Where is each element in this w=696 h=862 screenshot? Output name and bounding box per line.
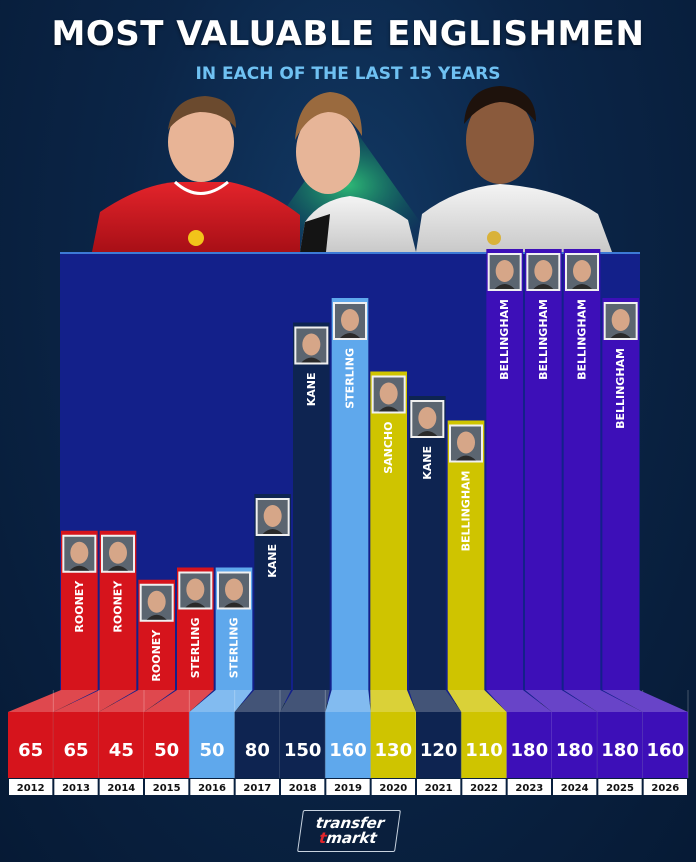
player-name-label: SANCHO xyxy=(382,422,395,474)
player-name-label: KANE xyxy=(421,446,434,480)
value-bases-layer: 65 65 45 50 50 80 150 160 130 120 110 180 180 180 160 xyxy=(8,690,689,778)
value-label: 50 xyxy=(199,740,224,761)
player-illustration-rooney xyxy=(92,96,300,252)
bars-layer: ROONEY ROONEY ROONEY STERLING STERLING KANE KA… xyxy=(61,249,639,690)
year-label: 2017 xyxy=(243,783,271,794)
value-label: 65 xyxy=(18,740,43,761)
player-name-label: STERLING xyxy=(228,618,241,679)
year-label: 2012 xyxy=(17,783,45,794)
bar-2022 xyxy=(447,420,485,690)
year-label: 2015 xyxy=(153,783,181,794)
year-label: 2016 xyxy=(198,783,226,794)
player-illustration-kane xyxy=(295,92,416,252)
year-label: 2023 xyxy=(515,783,543,794)
bar-2024 xyxy=(525,249,562,690)
player-name-label: KANE xyxy=(305,373,318,407)
player-name-label: ROONEY xyxy=(112,580,125,633)
player-name-label: BELLINGHAM xyxy=(537,299,550,380)
value-label: 65 xyxy=(63,740,88,761)
player-name-label: ROONEY xyxy=(150,629,163,682)
bar-2026 xyxy=(602,298,639,690)
value-label: 130 xyxy=(375,740,413,761)
value-label: 45 xyxy=(109,740,134,761)
player-name-label: STERLING xyxy=(189,618,202,679)
bar-2018 xyxy=(293,322,330,690)
player-name-label: BELLINGHAM xyxy=(498,299,511,380)
player-name-label: ROONEY xyxy=(73,580,86,633)
year-label: 2025 xyxy=(606,783,634,794)
bar-2023 xyxy=(486,249,523,690)
year-label: 2022 xyxy=(470,783,498,794)
year-label: 2021 xyxy=(425,783,453,794)
player-name-label: BELLINGHAM xyxy=(576,299,589,380)
value-label: 50 xyxy=(154,740,179,761)
year-label: 2020 xyxy=(379,783,407,794)
value-label: 80 xyxy=(245,740,270,761)
bar-2020 xyxy=(370,371,407,690)
player-name-label: STERLING xyxy=(344,348,357,409)
value-label: 180 xyxy=(601,740,639,761)
value-label: 180 xyxy=(556,740,594,761)
bar-2025 xyxy=(563,249,601,690)
year-label: 2026 xyxy=(651,783,679,794)
year-label: 2024 xyxy=(561,783,589,794)
chart-subtitle: IN EACH OF THE LAST 15 YEARS xyxy=(195,64,501,84)
value-label: 180 xyxy=(511,740,549,761)
year-label: 2018 xyxy=(289,783,317,794)
year-labels-layer: 2012 2013 2014 2015 2016 2017 2018 2019 2020 2021… xyxy=(9,779,687,795)
bar-2021 xyxy=(409,396,446,690)
year-label: 2019 xyxy=(334,783,362,794)
player-illustration-bellingham xyxy=(416,86,612,252)
logo-line2: markt xyxy=(325,829,379,847)
year-label: 2013 xyxy=(62,783,90,794)
player-name-label: KANE xyxy=(266,544,279,578)
year-label: 2014 xyxy=(107,783,135,794)
bar-2019 xyxy=(331,298,369,690)
value-label: 110 xyxy=(465,740,503,761)
value-label: 160 xyxy=(647,740,685,761)
value-label: 120 xyxy=(420,740,458,761)
player-name-label: BELLINGHAM xyxy=(460,471,473,552)
player-name-label: BELLINGHAM xyxy=(614,348,627,429)
transfermarkt-logo: transfer tmarkt xyxy=(297,810,401,852)
value-label: 160 xyxy=(329,740,367,761)
chart-title: MOST VALUABLE ENGLISHMEN xyxy=(51,14,645,54)
value-label: 150 xyxy=(284,740,322,761)
